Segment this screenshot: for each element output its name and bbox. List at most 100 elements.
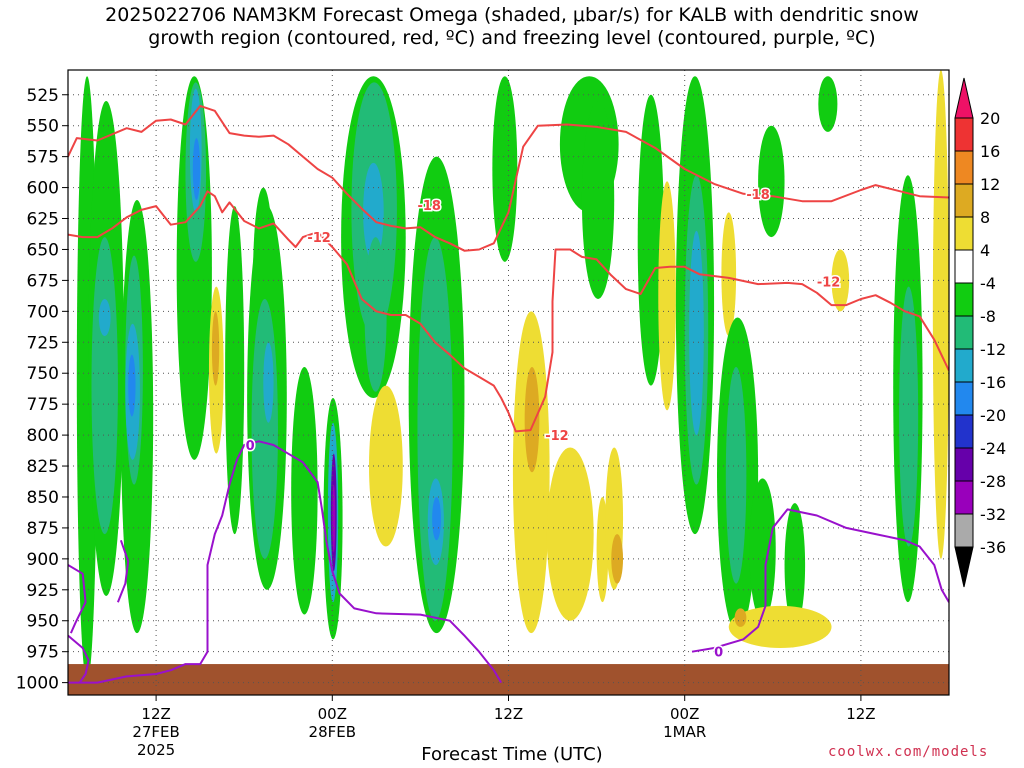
omega-shading xyxy=(76,70,949,683)
dendritic-contour-label: -18 xyxy=(746,188,770,203)
omega-cell-14 xyxy=(225,206,245,535)
omega-cell-23 xyxy=(332,484,336,553)
freezing-contour-label: 0 xyxy=(714,646,723,661)
omega-cell-49 xyxy=(725,367,747,584)
omega-cell-50 xyxy=(749,478,776,621)
y-tick-label: 1000 xyxy=(16,674,59,694)
omega-cell-31 xyxy=(432,496,441,541)
y-tick-label: 825 xyxy=(27,457,59,477)
chart-title-line-1: 2025022706 NAM3KM Forecast Omega (shaded… xyxy=(105,4,919,26)
omega-cell-52 xyxy=(784,503,806,627)
contour-labels: -18 -18 -12 -12 -12 0 0 xyxy=(244,186,842,662)
x-tick-label: 2025 xyxy=(137,741,175,759)
x-tick-label: 12Z xyxy=(141,705,170,723)
colorbar-swatch xyxy=(954,183,974,218)
omega-cell-54 xyxy=(831,249,850,312)
chart-title: 2025022706 NAM3KM Forecast Omega (shaded… xyxy=(0,4,1024,50)
y-tick-label: 950 xyxy=(27,612,59,632)
omega-cell-19 xyxy=(291,367,318,615)
colorbar: 20 16 12 8 4 -4 -8 -12 -16 -20 -24 -28 -32 -36 xyxy=(954,77,1006,588)
colorbar-swatch xyxy=(954,348,974,383)
freezing-contour-2 xyxy=(68,634,90,684)
y-tick-label: 725 xyxy=(27,333,59,353)
colorbar-swatch xyxy=(954,381,974,416)
freezing-contour-label: 0 xyxy=(246,439,255,454)
colorbar-label: -24 xyxy=(980,439,1006,458)
omega-cell-33 xyxy=(492,76,518,262)
y-tick-label: 625 xyxy=(27,210,59,230)
colorbar-swatch xyxy=(954,216,974,251)
y-tick-label: 750 xyxy=(27,364,59,384)
x-tick-label: 12Z xyxy=(846,705,875,723)
colorbar-label: -20 xyxy=(980,406,1006,425)
colorbar-top-arrow xyxy=(954,77,974,119)
colorbar-label: -8 xyxy=(980,307,996,326)
omega-cell-37 xyxy=(596,496,609,603)
omega-cell-18 xyxy=(263,342,274,423)
chart-title-line-2: growth region (contoured, red, ºC) and f… xyxy=(148,27,876,49)
y-tick-label: 975 xyxy=(27,643,59,663)
y-tick-label: 600 xyxy=(27,179,59,199)
colorbar-swatch xyxy=(954,480,974,515)
colorbar-label: 4 xyxy=(980,241,990,260)
x-tick-label: 27FEB xyxy=(132,723,179,741)
omega-cell-32 xyxy=(369,385,403,547)
contour-lines xyxy=(68,104,949,684)
omega-cell-7 xyxy=(128,354,136,417)
colorbar-swatch xyxy=(954,117,974,152)
colorbar-label: 16 xyxy=(980,142,1000,161)
colorbar-bottom-arrow xyxy=(954,546,974,588)
colorbar-label: -4 xyxy=(980,274,996,293)
dendritic-contour-label: -18 xyxy=(417,199,441,214)
freezing-contour-4 xyxy=(691,508,949,653)
x-tick-label: 00Z xyxy=(670,705,699,723)
colorbar-swatch xyxy=(954,150,974,185)
y-axis-ticks: 525 550 575 600 625 650 675 700 725 750 775 800 825 8… xyxy=(16,86,68,694)
colorbar-label: 8 xyxy=(980,208,990,227)
ground-area xyxy=(68,664,949,695)
y-tick-label: 850 xyxy=(27,488,59,508)
y-tick-label: 900 xyxy=(27,550,59,570)
x-tick-label: 00Z xyxy=(318,705,347,723)
y-tick-label: 525 xyxy=(27,86,59,106)
y-tick-label: 875 xyxy=(27,519,59,539)
colorbar-swatch xyxy=(954,249,974,284)
omega-cell-3 xyxy=(91,237,118,535)
omega-cell-39 xyxy=(611,534,624,584)
credit-text: coolwx.com/models xyxy=(828,744,989,760)
omega-cell-13 xyxy=(211,311,220,386)
freezing-contour-3 xyxy=(116,539,130,603)
y-tick-label: 675 xyxy=(27,271,59,291)
omega-cell-34 xyxy=(512,311,550,634)
colorbar-label: -16 xyxy=(980,373,1006,392)
omega-cell-41 xyxy=(581,100,615,299)
y-tick-label: 800 xyxy=(27,426,59,446)
x-tick-label: 1MAR xyxy=(663,723,706,741)
colorbar-label: -32 xyxy=(980,505,1006,524)
omega-cell-5 xyxy=(98,298,111,337)
dendritic-contour-label: -12 xyxy=(307,231,331,246)
x-tick-label: 28FEB xyxy=(309,723,356,741)
omega-cell-35 xyxy=(524,367,540,473)
colorbar-swatch xyxy=(954,447,974,482)
y-tick-label: 700 xyxy=(27,302,59,322)
omega-cell-46 xyxy=(689,230,704,436)
freezing-contour-0 xyxy=(68,440,503,684)
colorbar-label: 12 xyxy=(980,175,1000,194)
omega-cell-36 xyxy=(546,447,594,621)
colorbar-swatch xyxy=(954,282,974,317)
omega-cell-58 xyxy=(728,605,832,648)
omega-cell-17 xyxy=(251,298,278,559)
dendritic-contour-label: -12 xyxy=(817,276,841,291)
x-tick-label: 12Z xyxy=(494,705,523,723)
omega-cell-43 xyxy=(658,181,676,411)
grid-lines xyxy=(68,70,949,695)
y-tick-label: 650 xyxy=(27,240,59,260)
omega-cell-42 xyxy=(637,94,665,386)
colorbar-label: 20 xyxy=(980,109,1000,128)
colorbar-label: -36 xyxy=(980,538,1006,557)
dendritic-contour-1 xyxy=(68,190,949,433)
omega-cell-56 xyxy=(899,286,919,547)
